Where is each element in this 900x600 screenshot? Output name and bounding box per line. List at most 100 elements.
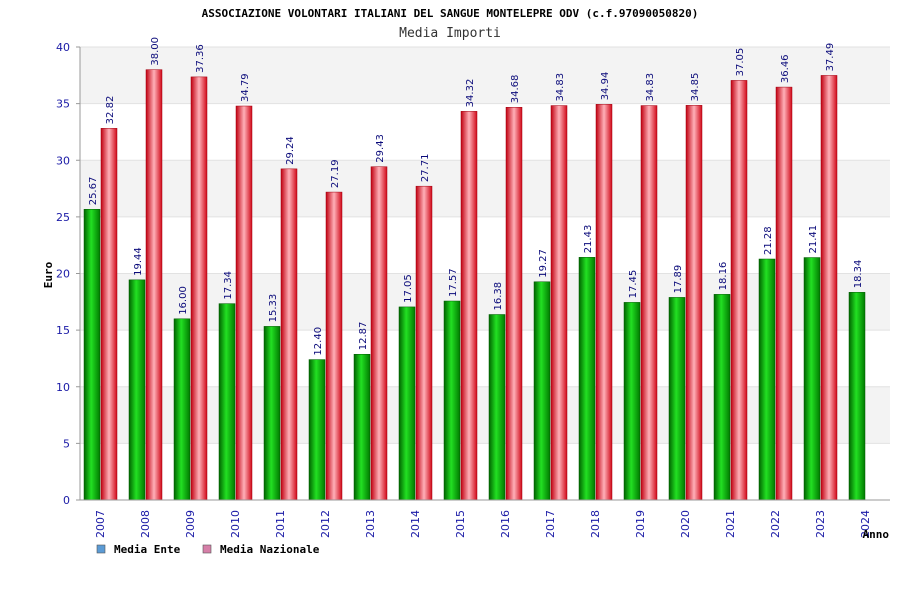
x-tick-label: 2012 (319, 510, 332, 538)
value-label: 34.79 (240, 73, 251, 102)
legend-swatch (96, 544, 106, 554)
bar-media-ente (848, 292, 866, 501)
bar-media-nazionale (235, 105, 253, 501)
x-tick-label: 2021 (724, 510, 737, 538)
value-label: 12.40 (313, 327, 324, 356)
bar-media-nazionale (775, 86, 793, 501)
x-tick-label: 2018 (589, 510, 602, 538)
chart-title: ASSOCIAZIONE VOLONTARI ITALIANI DEL SANG… (202, 7, 699, 20)
bar-media-ente (533, 281, 551, 501)
x-tick-label: 2009 (184, 510, 197, 538)
value-label: 37.05 (735, 48, 746, 77)
value-label: 16.00 (178, 286, 189, 315)
x-tick-label: 2024 (859, 510, 872, 538)
x-tick-label: 2008 (139, 510, 152, 538)
value-label: 34.83 (645, 73, 656, 102)
bar-media-ente (623, 302, 641, 501)
bar-media-nazionale (370, 166, 388, 501)
bar-media-ente (353, 353, 371, 501)
value-labels: 25.67 32.82 19.44 38.00 16.00 37.36 17.34 34.79… (88, 37, 864, 356)
y-tick-label: 25 (56, 211, 70, 224)
grid-band (80, 443, 890, 500)
bar-media-ente (308, 359, 326, 501)
bar-media-ente (668, 297, 686, 501)
legend-entry: Media Nazionale (220, 543, 320, 556)
x-tick-label: 2013 (364, 510, 377, 538)
value-label: 29.24 (285, 136, 296, 165)
y-tick-label: 20 (56, 268, 70, 281)
value-label: 25.67 (88, 177, 99, 206)
x-tick-label: 2014 (409, 510, 422, 538)
value-label: 12.87 (358, 322, 369, 351)
value-label: 18.34 (853, 260, 864, 289)
value-label: 29.43 (375, 134, 386, 163)
bar-media-ente (83, 209, 101, 501)
bar-media-nazionale (820, 75, 838, 501)
x-tick-label: 2019 (634, 510, 647, 538)
legend-entry: Media Ente (114, 543, 181, 556)
bar-media-ente (398, 306, 416, 501)
y-tick-label: 30 (56, 154, 70, 167)
x-tick-label: 2017 (544, 510, 557, 538)
y-axis-label: Euro (42, 261, 55, 288)
bar-media-ente (218, 303, 236, 501)
bar-media-nazionale (100, 128, 118, 501)
value-label: 15.33 (268, 294, 279, 323)
bar-media-nazionale (730, 80, 748, 501)
bar-media-nazionale (190, 76, 208, 501)
value-label: 21.41 (808, 225, 819, 254)
value-label: 36.46 (780, 54, 791, 83)
grid-band (80, 160, 890, 217)
y-tick-label: 40 (56, 41, 70, 54)
value-label: 34.85 (690, 73, 701, 102)
x-tick-label: 2022 (769, 510, 782, 538)
value-label: 17.89 (673, 265, 684, 294)
value-label: 17.34 (223, 271, 234, 300)
value-label: 19.44 (133, 247, 144, 276)
x-tick-label: 2016 (499, 510, 512, 538)
y-tick-label: 5 (63, 437, 70, 450)
grid-band (80, 330, 890, 387)
bar-media-nazionale (505, 106, 523, 501)
bar-media-nazionale (460, 111, 478, 501)
x-axis-label: Anno (863, 528, 890, 541)
grid-band (80, 103, 890, 161)
x-tick-label: 2010 (229, 510, 242, 538)
x-tick-label: 2020 (679, 510, 692, 538)
x-tick-label: 2007 (94, 510, 107, 538)
bar-media-nazionale (415, 185, 433, 501)
y-tick-label: 0 (63, 494, 70, 507)
bar-media-ente (263, 326, 281, 501)
value-label: 19.27 (538, 249, 549, 278)
bar-media-nazionale (595, 104, 613, 501)
bar-media-ente (443, 300, 461, 501)
y-tick-label: 10 (56, 381, 70, 394)
value-label: 16.38 (493, 282, 504, 311)
bar-media-nazionale (640, 105, 658, 501)
y-axis-ticks: 0 5 10 15 20 25 30 35 40 (56, 41, 80, 507)
value-label: 37.49 (825, 43, 836, 72)
bar-media-ente (758, 258, 776, 501)
grid-band (80, 216, 890, 274)
value-label: 21.43 (583, 225, 594, 254)
value-label: 32.82 (105, 96, 116, 125)
value-label: 17.05 (403, 274, 414, 303)
bar-media-ente (488, 314, 506, 501)
grid-band (80, 47, 890, 104)
value-label: 27.19 (330, 159, 341, 188)
grid-band (80, 386, 890, 444)
bar-media-ente (713, 294, 731, 501)
value-label: 34.32 (465, 79, 476, 108)
bar-media-nazionale (145, 69, 163, 501)
chart-subtitle: Media Importi (399, 26, 501, 41)
bar-media-nazionale (550, 105, 568, 501)
value-label: 17.57 (448, 268, 459, 297)
legend: Media Ente Media Nazionale (96, 543, 320, 556)
bar-media-nazionale (280, 168, 298, 501)
value-label: 34.83 (555, 73, 566, 102)
value-label: 37.36 (195, 44, 206, 73)
x-tick-label: 2015 (454, 510, 467, 538)
grid-band (80, 273, 890, 331)
bar-media-ente (578, 257, 596, 501)
value-label: 34.94 (600, 72, 611, 101)
